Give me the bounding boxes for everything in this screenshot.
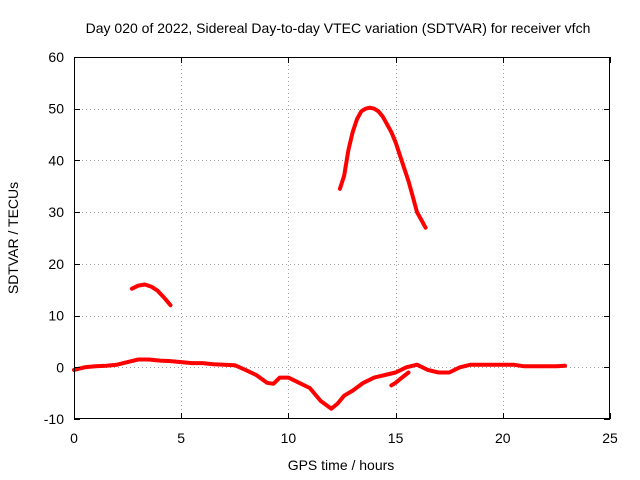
y-tick-label: 20 (48, 256, 64, 272)
grid (74, 57, 610, 419)
x-tick-label: 5 (177, 430, 185, 446)
chart-title: Day 020 of 2022, Sidereal Day-to-day VTE… (86, 20, 591, 36)
tick-labels: 0 5 10 15 20 25 -10 0 10 20 30 40 50 60 (44, 49, 618, 446)
y-tick-label: 40 (48, 152, 64, 168)
x-axis-label: GPS time / hours (288, 457, 395, 473)
x-tick-label: 0 (70, 430, 78, 446)
plot-frame (74, 57, 610, 419)
x-tick-label: 15 (388, 430, 404, 446)
series-arc-2 (337, 105, 428, 230)
y-tick-label: 60 (48, 49, 64, 65)
y-axis-label: SDTVAR / TECUs (5, 182, 21, 294)
x-tick-label: 10 (281, 430, 297, 446)
series-dip (389, 370, 411, 388)
x-tick-label: 20 (495, 430, 511, 446)
x-tick-label: 25 (602, 430, 618, 446)
y-tick-label: 50 (48, 101, 64, 117)
series-arc-1 (129, 282, 173, 308)
series-baseline (72, 357, 567, 411)
y-tick-label: 0 (56, 359, 64, 375)
y-tick-label: 30 (48, 204, 64, 220)
y-tick-label: 10 (48, 308, 64, 324)
axis-ticks (74, 57, 611, 420)
series-group (72, 105, 567, 411)
y-tick-label: -10 (44, 411, 64, 427)
